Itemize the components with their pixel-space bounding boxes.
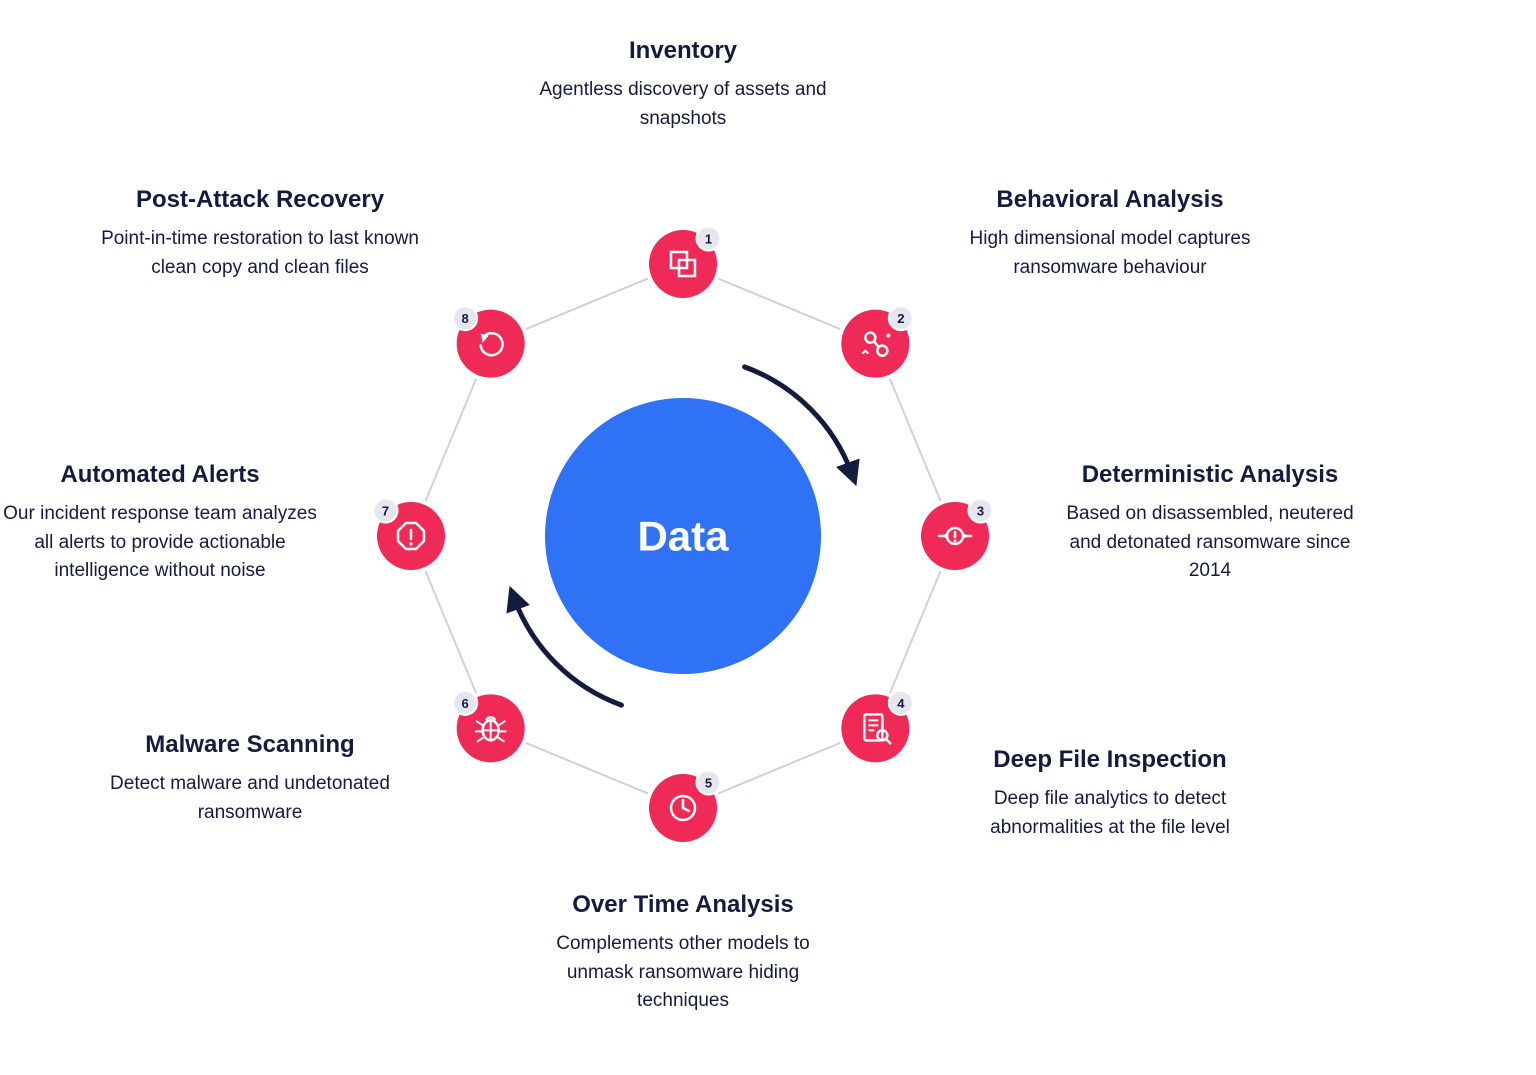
node-label-3: Deterministic Analysis Based on disassemb… bbox=[1050, 460, 1370, 586]
process-node-3: 3 bbox=[917, 498, 993, 574]
node-description: Detect malware and undetonated ransomwar… bbox=[90, 770, 410, 827]
node-badge-number: 8 bbox=[462, 311, 469, 326]
node-label-8: Post-Attack Recovery Point-in-time restor… bbox=[100, 185, 420, 282]
node-description: Deep file analytics to detect abnormalit… bbox=[950, 785, 1270, 842]
process-node-2: 2 bbox=[837, 306, 913, 382]
node-title: Malware Scanning bbox=[90, 730, 410, 760]
node-badge-number: 7 bbox=[382, 504, 389, 519]
node-label-7: Automated Alerts Our incident response te… bbox=[0, 460, 320, 586]
node-label-2: Behavioral Analysis High dimensional mode… bbox=[950, 185, 1270, 282]
node-title: Over Time Analysis bbox=[523, 890, 843, 920]
node-description: Based on disassembled, neutered and deto… bbox=[1050, 500, 1370, 586]
node-description: Our incident response team analyzes all … bbox=[0, 500, 320, 586]
process-node-1: 1 bbox=[645, 226, 721, 302]
process-node-5: 5 bbox=[645, 770, 721, 846]
node-badge-number: 1 bbox=[705, 232, 712, 247]
center-label: Data bbox=[637, 513, 729, 560]
process-node-6: 6 bbox=[453, 690, 529, 766]
node-badge-number: 4 bbox=[897, 696, 905, 711]
node-title: Inventory bbox=[523, 36, 843, 66]
node-badge-number: 3 bbox=[977, 504, 984, 519]
node-title: Automated Alerts bbox=[0, 460, 320, 490]
diagram-stage: Data 1 2 bbox=[0, 0, 1536, 1075]
node-description: Agentless discovery of assets and snapsh… bbox=[523, 76, 843, 133]
node-title: Deterministic Analysis bbox=[1050, 460, 1370, 490]
node-badge-number: 6 bbox=[462, 696, 469, 711]
node-label-1: Inventory Agentless discovery of assets a… bbox=[523, 36, 843, 133]
node-label-6: Malware Scanning Detect malware and undet… bbox=[90, 730, 410, 827]
node-badge-number: 5 bbox=[705, 776, 712, 791]
node-label-4: Deep File Inspection Deep file analytics … bbox=[950, 745, 1270, 842]
node-badge-number: 2 bbox=[897, 311, 904, 326]
node-description: Complements other models to unmask ranso… bbox=[523, 930, 843, 1016]
node-title: Deep File Inspection bbox=[950, 745, 1270, 775]
process-node-7: 7 bbox=[373, 498, 449, 574]
node-title: Behavioral Analysis bbox=[950, 185, 1270, 215]
node-description: High dimensional model captures ransomwa… bbox=[950, 225, 1270, 282]
node-title: Post-Attack Recovery bbox=[100, 185, 420, 215]
process-node-8: 8 bbox=[453, 306, 529, 382]
process-node-4: 4 bbox=[837, 690, 913, 766]
node-description: Point-in-time restoration to last known … bbox=[100, 225, 420, 282]
node-label-5: Over Time Analysis Complements other mode… bbox=[523, 890, 843, 1016]
